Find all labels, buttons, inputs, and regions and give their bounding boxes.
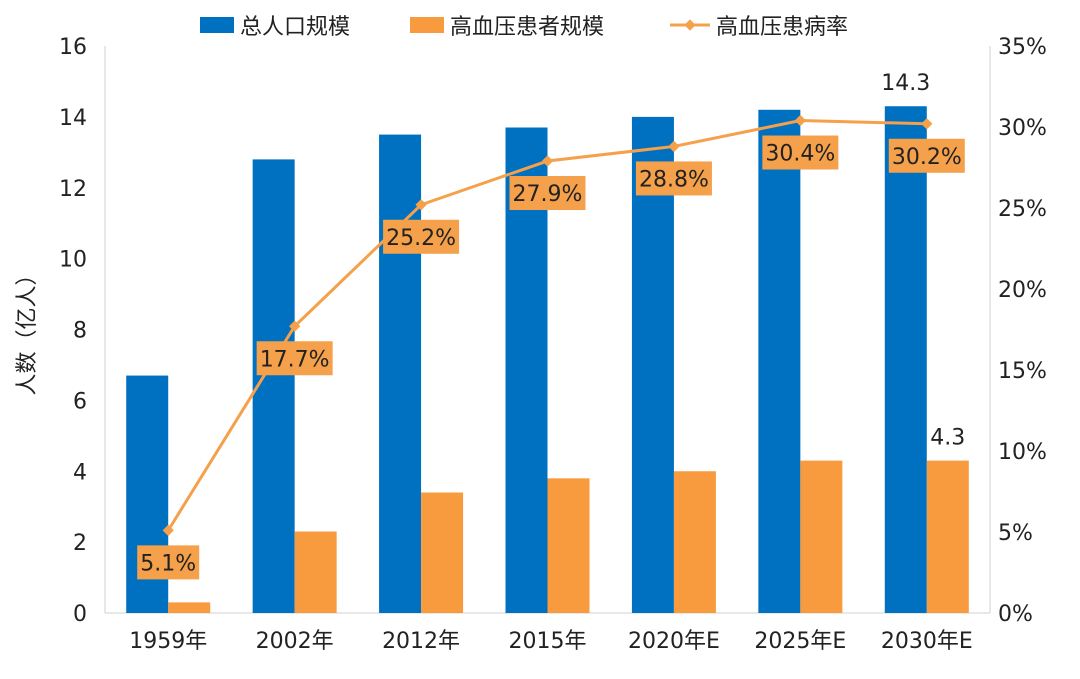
- line-point: [668, 140, 680, 153]
- line-point: [415, 199, 427, 211]
- line-point: [162, 524, 174, 537]
- y2-tick-label: 10%: [998, 440, 1047, 465]
- x-tick-label: 1959年: [129, 629, 207, 654]
- data-label: 5.1%: [140, 551, 196, 576]
- line-point: [541, 155, 554, 167]
- x-tick-label: 2025年E: [754, 629, 846, 654]
- data-label-box: [383, 219, 460, 254]
- x-tick-label: 2012年: [382, 629, 460, 654]
- y-tick-label: 2: [73, 531, 87, 556]
- y-tick-label: 16: [59, 35, 87, 60]
- legend-label: 总人口规模: [240, 15, 350, 40]
- bar-hypertension-patients: [926, 460, 969, 613]
- bar-total-population: [379, 134, 422, 613]
- y2-tick-label: 5%: [998, 521, 1033, 546]
- y2-tick-label: 0%: [998, 602, 1033, 627]
- bar-hypertension-patients: [168, 602, 211, 613]
- y2-tick-label: 15%: [998, 359, 1047, 384]
- legend-label: 高血压患病率: [716, 15, 848, 40]
- bar-value-label: 4.3: [930, 426, 965, 451]
- y-tick-label: 12: [59, 177, 87, 202]
- bar-total-population: [631, 116, 674, 613]
- y-tick-label: 0: [73, 602, 87, 627]
- data-label: 30.2%: [892, 145, 962, 170]
- data-label-box: [888, 138, 965, 173]
- bar-hypertension-patients: [294, 531, 337, 613]
- bar-hypertension-patients: [673, 471, 716, 613]
- y2-tick-label: 35%: [998, 35, 1047, 60]
- y2-tick-label: 20%: [998, 278, 1047, 303]
- data-label: 30.4%: [765, 142, 835, 167]
- y-tick-label: 10: [59, 248, 87, 273]
- y-tick-label: 4: [73, 460, 87, 485]
- data-label: 17.7%: [260, 347, 330, 372]
- y2-tick-label: 30%: [998, 116, 1047, 141]
- bar-total-population: [252, 159, 295, 613]
- bar-hypertension-patients: [547, 478, 590, 613]
- bar-hypertension-patients: [421, 492, 464, 613]
- x-tick-label: 2020年E: [628, 629, 720, 654]
- data-label-box: [256, 341, 333, 376]
- y-axis-label: 人数（亿人）: [15, 263, 40, 395]
- legend-marker: [684, 19, 696, 31]
- bar-hypertension-patients: [800, 460, 843, 613]
- x-tick-label: 2015年: [509, 629, 587, 654]
- bar-total-population: [758, 109, 801, 613]
- bar-value-label: 14.3: [881, 71, 930, 96]
- y-tick-label: 14: [59, 106, 87, 131]
- data-label: 28.8%: [639, 167, 709, 192]
- data-label-box: [762, 135, 839, 170]
- legend-swatch-total-population: [200, 17, 234, 33]
- line-point: [288, 320, 301, 332]
- x-tick-label: 2002年: [256, 629, 334, 654]
- legend-swatch-hypertension-patients: [410, 17, 444, 33]
- y-tick-label: 8: [73, 319, 87, 344]
- x-tick-label: 2030年E: [881, 629, 973, 654]
- y-tick-label: 6: [73, 389, 87, 414]
- legend-label: 高血压患者规模: [450, 15, 604, 40]
- bar-total-population: [884, 106, 927, 614]
- data-label-box: [635, 161, 712, 196]
- data-label-box: [137, 545, 200, 580]
- data-label-box: [509, 176, 586, 211]
- data-label: 25.2%: [386, 226, 456, 251]
- y2-tick-label: 25%: [998, 197, 1047, 222]
- data-label: 27.9%: [513, 182, 583, 207]
